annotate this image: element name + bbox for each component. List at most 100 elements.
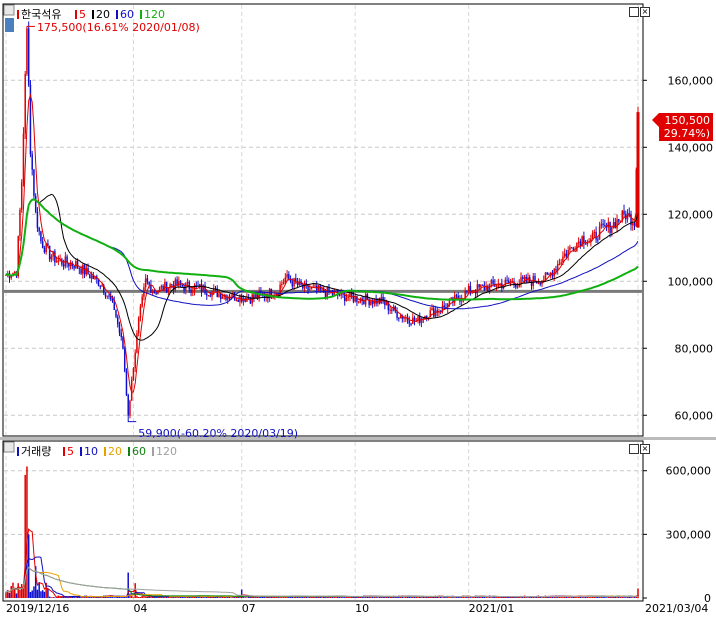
candle-body xyxy=(357,301,360,303)
volume-bar xyxy=(218,597,220,598)
candle-body xyxy=(565,253,568,257)
volume-bar xyxy=(384,596,386,598)
volume-bar xyxy=(183,596,185,598)
candle-body xyxy=(602,223,604,225)
volume-bar xyxy=(305,596,308,598)
volume-bar xyxy=(560,597,562,598)
candle-body xyxy=(179,281,182,285)
candle-body xyxy=(577,241,580,243)
close-icon[interactable]: × xyxy=(640,7,650,17)
volume-bar xyxy=(62,596,65,598)
volume-bar xyxy=(263,596,266,598)
volume-bar xyxy=(286,596,288,598)
restore-icon[interactable] xyxy=(629,7,639,17)
candle-body xyxy=(595,232,597,240)
volume-bar xyxy=(127,572,129,598)
x-tick-label: 2021/01 xyxy=(469,602,515,615)
panel-tab-icon xyxy=(5,18,14,32)
volume-bar xyxy=(254,596,257,598)
candle-body xyxy=(225,294,227,300)
volume-bar xyxy=(116,595,119,598)
volume-bar xyxy=(570,597,573,598)
volume-bar xyxy=(630,595,632,598)
volume-bar xyxy=(595,595,597,598)
candle-body xyxy=(506,279,508,281)
volume-bar xyxy=(68,596,70,598)
candle-body xyxy=(68,263,70,267)
volume-bar xyxy=(593,596,596,598)
volume-bar xyxy=(199,596,201,598)
candle-body xyxy=(621,210,624,222)
volume-bar xyxy=(326,596,328,598)
candle-body xyxy=(618,219,620,222)
volume-bar xyxy=(464,597,466,598)
volume-bar xyxy=(591,596,594,598)
volume-bar xyxy=(427,597,430,598)
volume-bar xyxy=(232,596,234,598)
volume-bar xyxy=(633,596,636,598)
volume-bar xyxy=(602,595,604,598)
volume-bar xyxy=(61,596,63,598)
volume-bar xyxy=(12,582,14,598)
candle-body xyxy=(623,210,625,215)
candle-body xyxy=(174,279,177,290)
legend-label: 60 xyxy=(132,445,146,458)
x-tick-label: 04 xyxy=(133,602,147,615)
volume-bar xyxy=(75,597,77,598)
candle-body xyxy=(254,294,257,298)
candle-body xyxy=(317,285,320,291)
candle-body xyxy=(162,285,164,291)
candle-body xyxy=(202,285,205,292)
candle-body xyxy=(103,285,105,293)
candle-body xyxy=(455,295,458,297)
volume-bar xyxy=(368,596,370,598)
candle-body xyxy=(219,293,222,299)
volume-bar xyxy=(282,596,285,598)
candle-body xyxy=(267,295,269,299)
candle-body xyxy=(511,281,514,283)
price-panel xyxy=(2,3,644,437)
volume-bar xyxy=(501,597,503,598)
volume-averages xyxy=(5,528,639,598)
candle-body xyxy=(364,294,367,305)
candle-body xyxy=(448,299,451,304)
candle-body xyxy=(137,317,140,334)
volume-bar xyxy=(230,597,232,598)
candle-body xyxy=(129,400,131,416)
candle-body xyxy=(633,223,636,227)
candle-body xyxy=(352,295,355,302)
candle-body xyxy=(286,274,288,278)
candle-body xyxy=(375,298,377,304)
candle-body xyxy=(530,281,533,286)
volume-bar xyxy=(530,596,533,598)
volume-bar xyxy=(111,596,114,598)
volume-bar xyxy=(443,597,445,598)
last-candle-body xyxy=(636,112,640,228)
candle-body xyxy=(256,294,259,299)
volume-bar xyxy=(265,596,267,598)
volume-bar xyxy=(34,566,37,598)
volume-bar xyxy=(515,597,517,598)
price-tick-label: 160,000 xyxy=(668,74,714,87)
candle-body xyxy=(302,284,304,289)
volume-bar xyxy=(356,596,358,598)
restore-icon[interactable] xyxy=(629,444,639,454)
volume-bar xyxy=(429,596,431,598)
volume-bar xyxy=(202,596,205,598)
candle-body xyxy=(66,256,68,264)
close-icon[interactable]: × xyxy=(640,444,650,454)
candle-body xyxy=(183,286,185,291)
candle-body xyxy=(499,283,501,285)
candle-body xyxy=(384,301,386,306)
candle-body xyxy=(45,243,47,253)
candle-body xyxy=(125,371,128,395)
candle-body xyxy=(537,282,540,284)
volume-bar xyxy=(41,590,44,598)
volume-bar xyxy=(132,597,135,598)
volume-bar xyxy=(176,597,178,598)
candle-body xyxy=(240,295,243,302)
candle-body xyxy=(569,247,571,251)
volume-bar xyxy=(316,596,318,598)
volume-bar xyxy=(90,597,93,598)
high-marker xyxy=(26,25,35,37)
